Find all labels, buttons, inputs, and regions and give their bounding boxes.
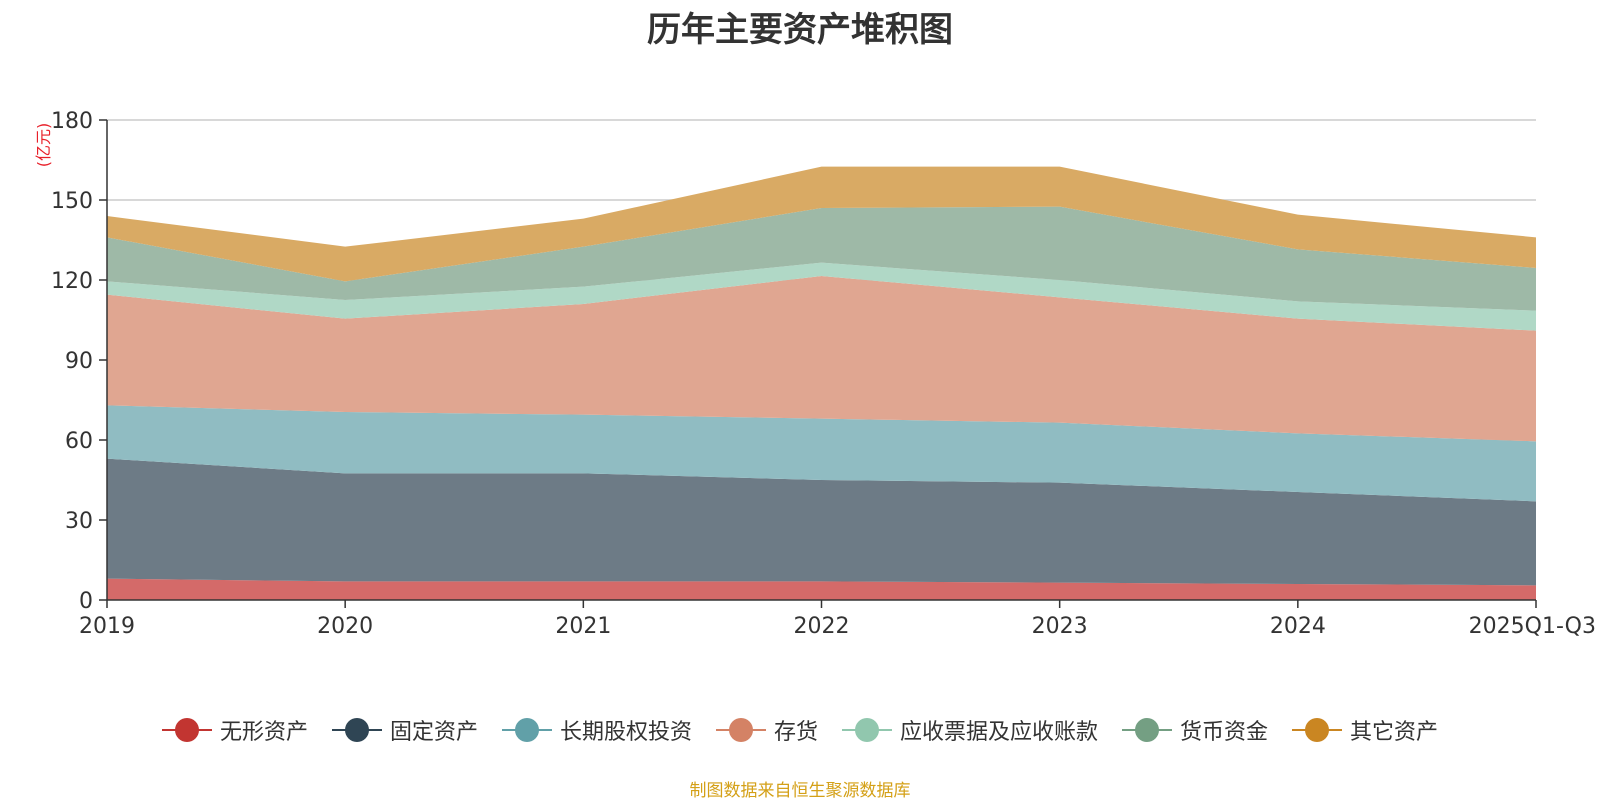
legend-marker-icon bbox=[715, 717, 766, 743]
legend: 无形资产 固定资产 长期股权投资 存货 应收票据及应收账款 货币资金 其它资产 bbox=[0, 714, 1600, 746]
y-tick-label: 90 bbox=[65, 349, 93, 374]
legend-marker-icon bbox=[1122, 717, 1173, 743]
y-tick-label: 180 bbox=[51, 109, 93, 134]
area-series-6[interactable] bbox=[107, 206, 1536, 311]
area-series-2[interactable] bbox=[107, 458, 1536, 586]
legend-marker-icon bbox=[1292, 717, 1343, 743]
y-axis-label: (亿元) bbox=[34, 123, 53, 168]
x-tick-label: 2024 bbox=[1270, 614, 1326, 639]
legend-item-4[interactable]: 存货 bbox=[715, 714, 818, 746]
y-tick-label: 60 bbox=[65, 429, 93, 454]
legend-marker-icon bbox=[842, 717, 892, 743]
x-tick-label: 2023 bbox=[1032, 614, 1088, 639]
y-tick-label: 120 bbox=[51, 269, 93, 294]
x-tick-label: 2019 bbox=[79, 614, 135, 639]
legend-label: 应收票据及应收账款 bbox=[900, 720, 1099, 745]
legend-label: 无形资产 bbox=[219, 720, 308, 745]
source-note: 制图数据来自恒生聚源数据库 bbox=[689, 781, 911, 801]
legend-marker-icon bbox=[331, 717, 382, 743]
area-series-4[interactable] bbox=[107, 276, 1536, 442]
legend-label: 货币资金 bbox=[1180, 720, 1269, 745]
x-tick-label: 2020 bbox=[317, 614, 373, 639]
legend-label: 其它资产 bbox=[1350, 720, 1439, 745]
x-tick-label: 2025Q1-Q3 bbox=[1469, 614, 1596, 639]
legend-marker-icon bbox=[501, 717, 552, 743]
legend-item-3[interactable]: 长期股权投资 bbox=[501, 714, 692, 746]
area-series-1[interactable] bbox=[107, 578, 1536, 600]
legend-label: 固定资产 bbox=[389, 720, 478, 745]
legend-item-2[interactable]: 固定资产 bbox=[331, 714, 478, 746]
legend-marker-icon bbox=[161, 717, 212, 743]
legend-item-6[interactable]: 货币资金 bbox=[1122, 714, 1268, 746]
chart-title: 历年主要资产堆积图 bbox=[647, 10, 953, 50]
x-tick-label: 2022 bbox=[794, 614, 850, 639]
axes: 0 30 60 90 120 150 180 2019 2020 2021 2022 2023 2024… bbox=[51, 109, 1596, 639]
y-tick-label: 150 bbox=[51, 189, 93, 214]
area-series-3[interactable] bbox=[107, 405, 1536, 502]
area-series bbox=[107, 166, 1536, 600]
legend-item-5[interactable]: 应收票据及应收账款 bbox=[842, 714, 1098, 746]
x-tick-label: 2021 bbox=[555, 614, 611, 639]
legend-item-7[interactable]: 其它资产 bbox=[1292, 714, 1438, 746]
legend-item-1[interactable]: 无形资产 bbox=[161, 714, 308, 746]
legend-label: 存货 bbox=[773, 720, 818, 745]
y-tick-label: 30 bbox=[65, 509, 93, 534]
y-tick-label: 0 bbox=[79, 589, 93, 614]
area-series-7[interactable] bbox=[107, 166, 1536, 282]
legend-label: 长期股权投资 bbox=[559, 720, 692, 745]
